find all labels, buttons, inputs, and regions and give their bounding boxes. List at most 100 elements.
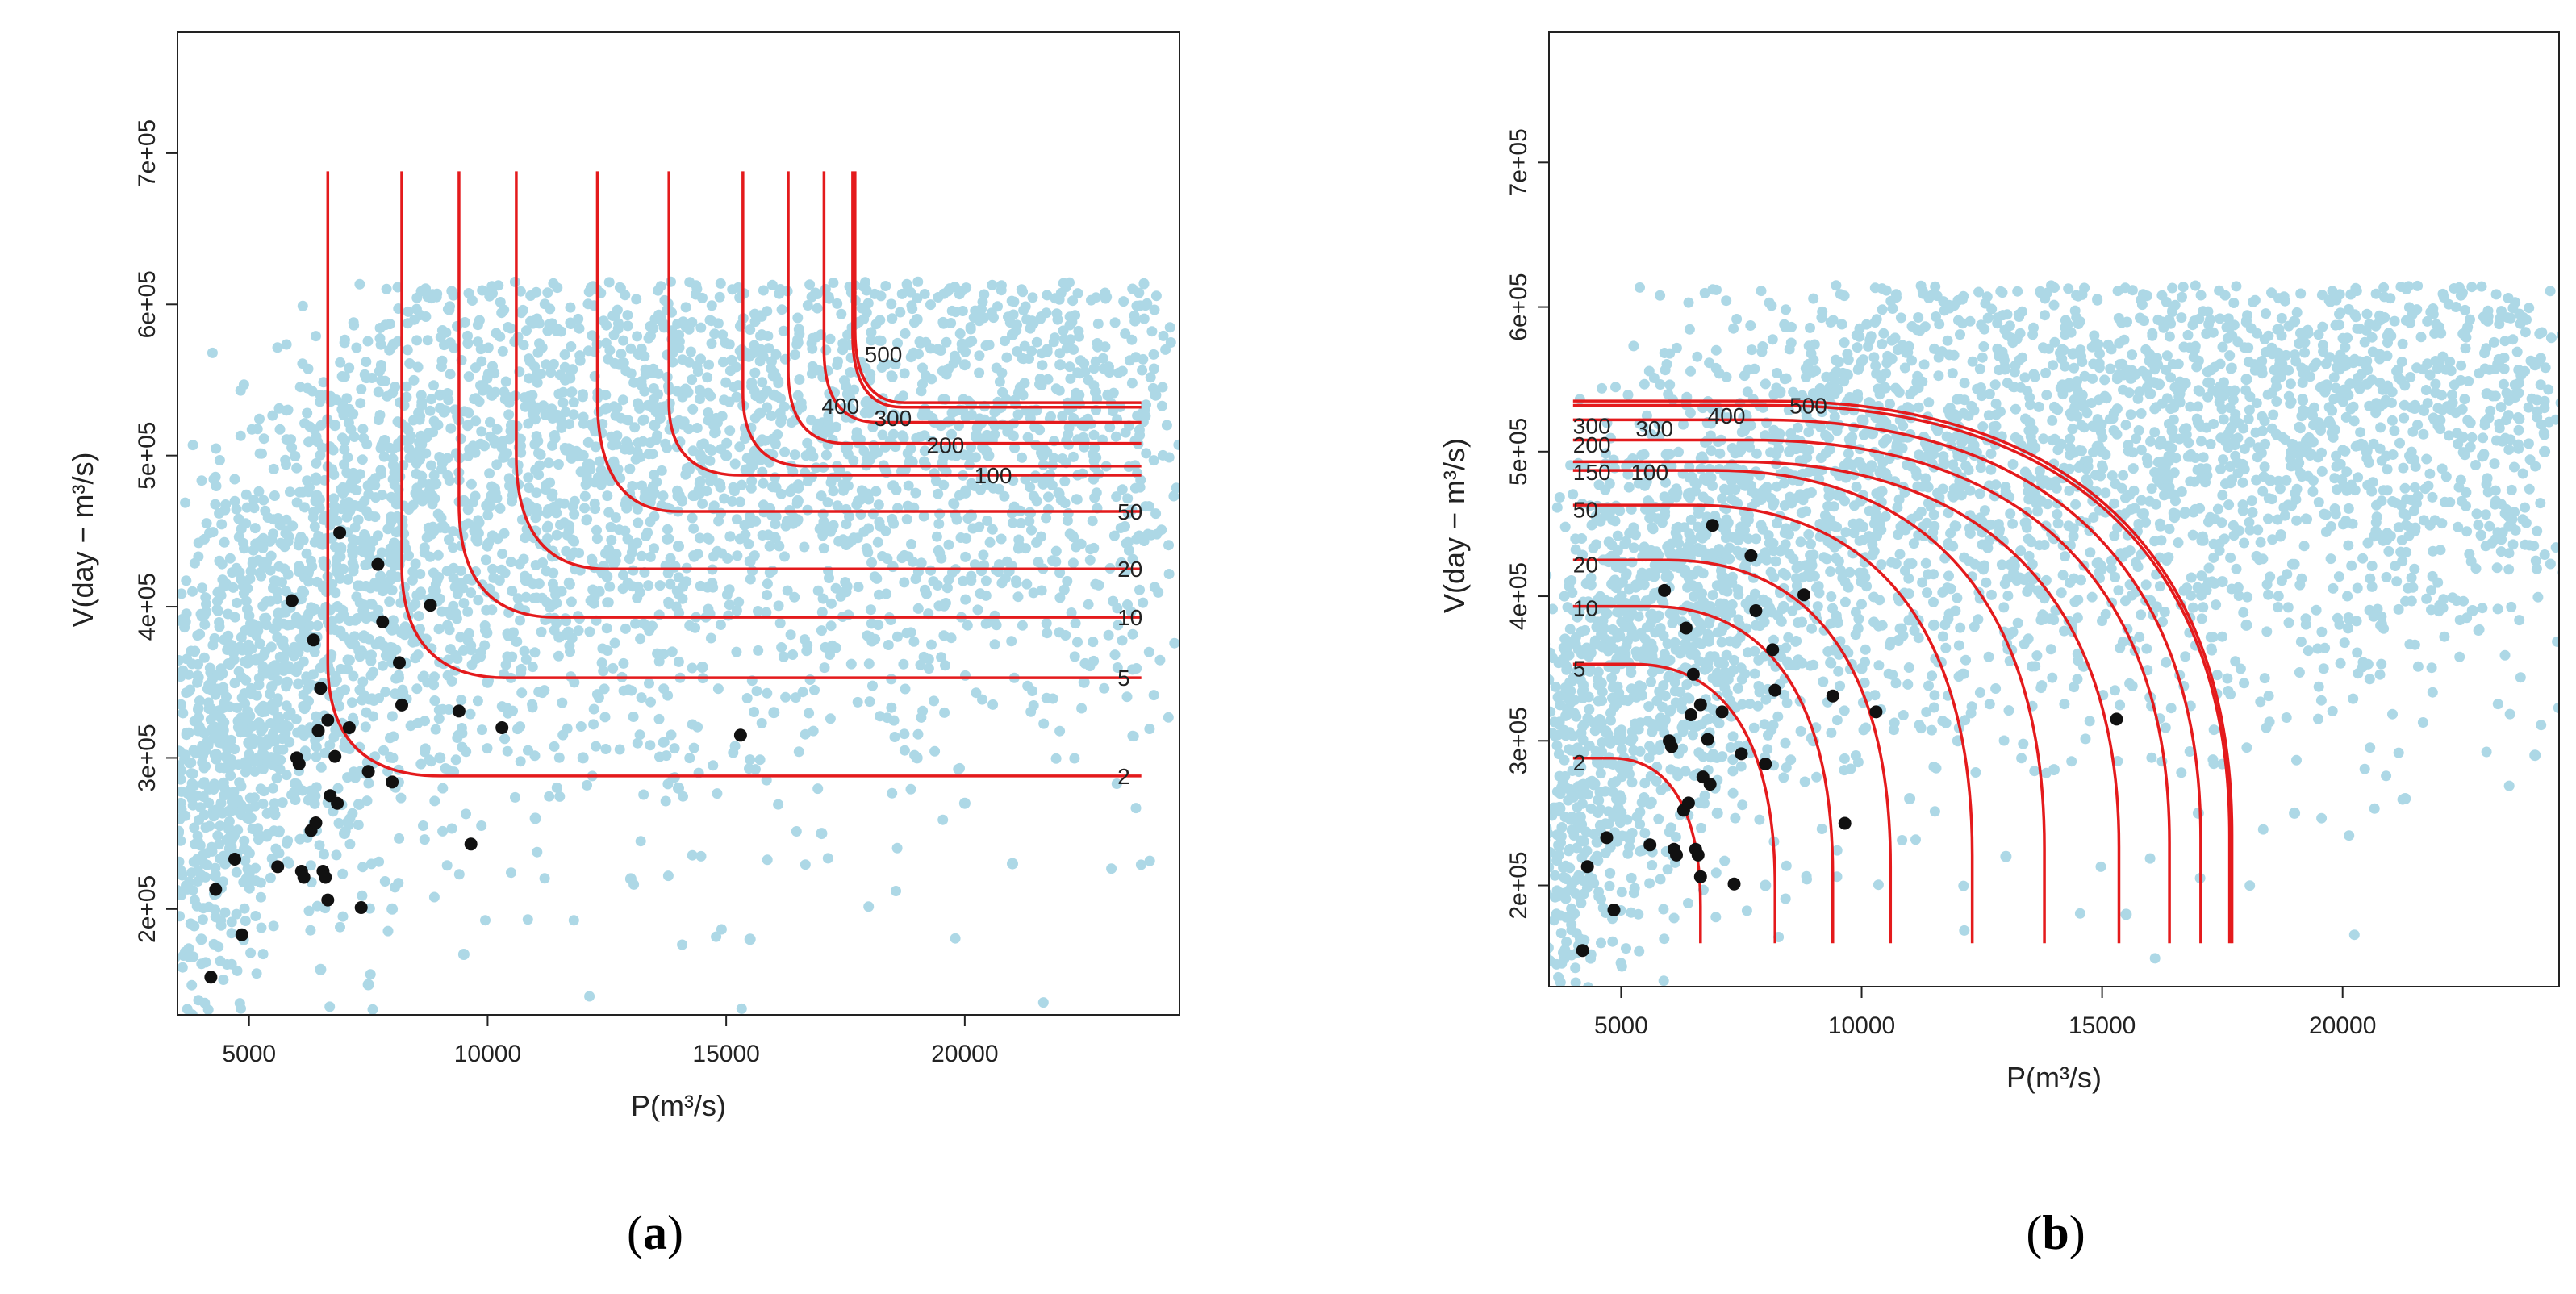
simulated-point	[344, 838, 356, 849]
simulated-point	[294, 833, 306, 845]
contour-line	[822, 171, 1142, 424]
simulated-point	[348, 408, 359, 420]
simulated-point	[288, 650, 299, 662]
simulated-point	[569, 508, 580, 520]
simulated-point	[1160, 344, 1171, 355]
simulated-point	[399, 528, 410, 539]
simulated-point	[2115, 699, 2126, 711]
simulated-point	[1042, 374, 1054, 385]
simulated-point	[1103, 629, 1114, 641]
simulated-point	[450, 649, 461, 661]
simulated-point	[319, 747, 331, 758]
simulated-point	[1025, 507, 1036, 519]
simulated-point	[364, 650, 375, 662]
observed-point	[354, 901, 368, 914]
simulated-point	[140, 802, 150, 812]
simulated-point	[359, 529, 370, 540]
simulated-point	[444, 624, 455, 636]
simulated-point	[731, 391, 742, 403]
simulated-point	[1012, 409, 1024, 420]
simulated-point	[980, 590, 992, 601]
simulated-point	[374, 856, 385, 867]
observed-point	[733, 728, 747, 742]
simulated-point	[529, 812, 541, 824]
simulated-point	[1019, 340, 1030, 352]
simulated-point	[197, 757, 208, 768]
simulated-point	[792, 312, 804, 324]
simulated-point	[2353, 472, 2364, 483]
simulated-point	[2040, 310, 2051, 321]
simulated-point	[977, 694, 987, 705]
simulated-point	[484, 468, 495, 479]
simulated-point	[446, 286, 457, 297]
simulated-point	[780, 691, 791, 703]
simulated-point	[736, 1003, 747, 1014]
simulated-point	[602, 403, 613, 414]
simulated-point	[544, 319, 555, 330]
simulated-point	[767, 433, 779, 445]
simulated-point	[430, 418, 441, 429]
simulated-point	[340, 484, 351, 495]
simulated-point	[841, 540, 852, 550]
contour-label: 300	[874, 406, 912, 431]
simulated-point	[886, 298, 897, 310]
simulated-point	[267, 410, 278, 421]
simulated-point	[158, 845, 169, 855]
simulated-point	[531, 592, 542, 603]
simulated-point	[891, 886, 901, 896]
simulated-point	[1117, 635, 1128, 646]
simulated-point	[357, 862, 369, 873]
simulated-point	[649, 470, 659, 481]
simulated-point	[770, 511, 782, 522]
simulated-point	[854, 495, 866, 506]
simulated-point	[286, 619, 297, 630]
simulated-point	[2227, 394, 2239, 406]
simulated-point	[845, 392, 856, 403]
simulated-point	[381, 283, 392, 294]
simulated-point	[273, 561, 285, 572]
simulated-point	[2412, 490, 2424, 502]
observed-point	[321, 713, 335, 727]
simulated-point	[484, 290, 495, 302]
simulated-point	[714, 291, 725, 303]
simulated-point	[180, 497, 191, 508]
simulated-point	[211, 603, 223, 615]
simulated-point	[559, 517, 570, 528]
simulated-point	[353, 514, 364, 525]
simulated-point	[697, 292, 708, 303]
simulated-point	[257, 542, 269, 553]
simulated-point	[340, 825, 351, 837]
simulated-point	[610, 512, 621, 523]
simulated-point	[1008, 501, 1020, 512]
simulated-point	[236, 692, 248, 703]
simulated-point	[643, 580, 654, 591]
simulated-point	[234, 567, 245, 578]
simulated-point	[2311, 604, 2322, 616]
simulated-points	[1549, 280, 2559, 987]
simulated-point	[1550, 870, 1560, 881]
simulated-point	[637, 415, 649, 426]
simulated-point	[247, 688, 257, 699]
simulated-point	[933, 488, 944, 499]
simulated-point	[704, 455, 716, 466]
simulated-point	[1104, 422, 1116, 433]
simulated-point	[201, 518, 212, 529]
simulated-point	[593, 692, 604, 703]
simulated-point	[621, 415, 633, 425]
simulated-point	[366, 693, 378, 704]
simulated-point	[566, 341, 577, 352]
simulated-point	[2004, 320, 2015, 332]
simulated-point	[883, 640, 894, 650]
simulated-point	[465, 708, 476, 720]
simulated-point	[353, 799, 365, 810]
simulated-point	[416, 439, 428, 450]
simulated-point	[582, 460, 593, 471]
simulated-point	[936, 652, 947, 663]
contour-line	[667, 171, 1142, 477]
simulated-point	[553, 752, 565, 763]
simulated-point	[360, 721, 371, 733]
simulated-point	[1017, 452, 1028, 463]
simulated-point	[515, 615, 525, 626]
simulated-point	[636, 692, 647, 703]
simulated-point	[186, 979, 198, 991]
